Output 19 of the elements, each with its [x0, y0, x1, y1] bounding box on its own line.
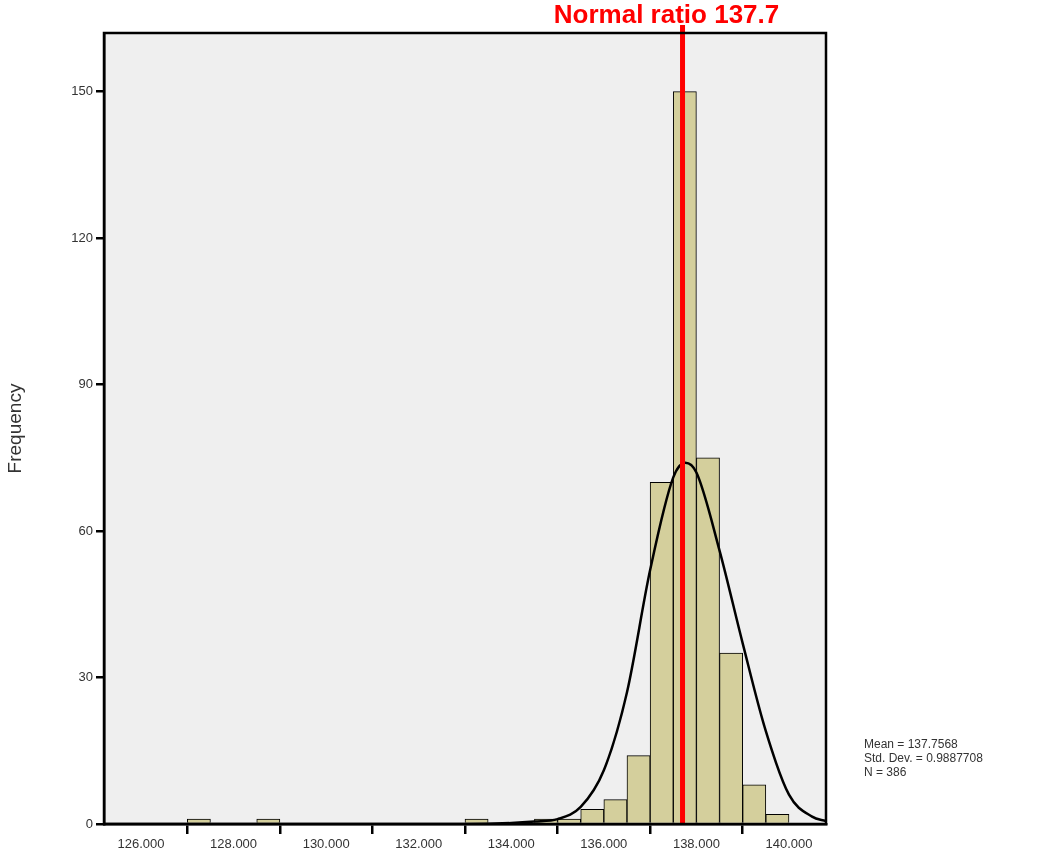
- y-tick-label: 0: [85, 815, 93, 831]
- x-tick-label: 132.000: [395, 836, 443, 852]
- text: Mean = 137.7568: [864, 737, 959, 752]
- text: N = 386: [864, 765, 907, 780]
- text: Std. Dev. = 0.9887708: [864, 751, 984, 766]
- x-tick-label: 134.000: [487, 836, 535, 852]
- x-tick-label: 126.000: [117, 836, 165, 852]
- y-axis-title: Frequency: [3, 383, 25, 474]
- y-tick-label: 120: [71, 229, 93, 245]
- y-tick-label: 150: [71, 83, 93, 99]
- x-tick-label: 138.000: [672, 836, 720, 852]
- ref-line-label: Normal ratio 137.7: [553, 0, 780, 30]
- y-tick-label: 90: [78, 376, 93, 392]
- y-tick-label: 30: [78, 669, 93, 685]
- x-tick-label: 136.000: [580, 836, 628, 852]
- x-tick-label: 130.000: [302, 836, 350, 852]
- x-tick-label: 128.000: [210, 836, 258, 852]
- y-tick-label: 60: [78, 522, 93, 538]
- x-tick-label: 140.000: [765, 836, 813, 852]
